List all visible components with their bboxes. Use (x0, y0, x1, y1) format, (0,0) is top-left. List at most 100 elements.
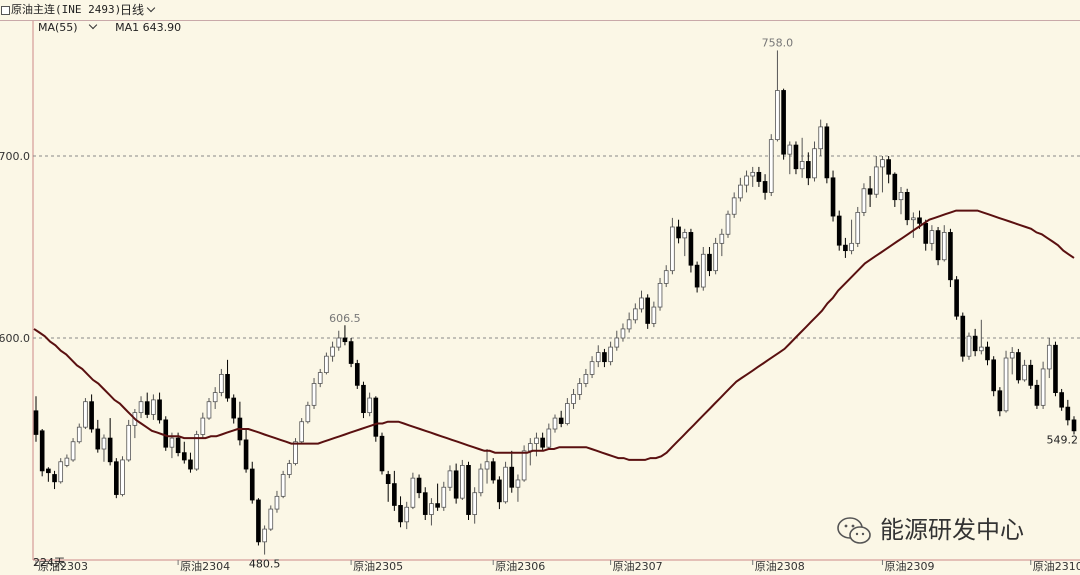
candle-body (280, 474, 286, 497)
candle-body (565, 403, 570, 424)
candle-body (225, 373, 230, 399)
candle-body (719, 233, 725, 244)
candle-body (929, 230, 935, 244)
candle-body (1034, 384, 1040, 406)
candle-body (750, 171, 756, 177)
candle-body (101, 437, 107, 450)
candle-body (311, 383, 317, 406)
candle-body (509, 466, 515, 488)
candle-body (163, 419, 169, 448)
candle-body (633, 308, 638, 321)
candle-body (527, 443, 533, 452)
candle-body (157, 399, 162, 421)
annotation-last-label: 549.2 (1047, 433, 1079, 446)
candle-body (138, 401, 144, 414)
candle-body (1016, 352, 1021, 381)
candle-body (114, 461, 119, 495)
x-tick-label: 原油2308 (755, 559, 805, 573)
candle-body (756, 171, 762, 182)
candle-body (460, 464, 465, 499)
candle-body (583, 373, 589, 384)
candle-body (256, 499, 261, 543)
candle-body (731, 197, 737, 215)
candle-body (830, 177, 836, 217)
candle-body (305, 404, 311, 423)
period-selector[interactable]: 日线 (120, 0, 156, 20)
x-tick-label: 原油2307 (613, 559, 663, 573)
candle-body (552, 417, 558, 430)
candle-body (497, 479, 502, 503)
candle-body (972, 335, 978, 352)
candle-body (385, 474, 391, 485)
candle-body (818, 126, 823, 150)
days-count-label: 224天 (33, 556, 65, 569)
indicator-selector[interactable]: MA(55) (38, 20, 104, 34)
candle-body (904, 191, 910, 221)
candle-body (775, 90, 780, 141)
candle-body (466, 464, 471, 515)
candle-body (670, 226, 675, 272)
candle-body (274, 495, 280, 510)
watermark-text: 能源研发中心 (880, 516, 1024, 544)
candle-body (886, 159, 891, 175)
candle-body (602, 352, 607, 363)
chevron-down-icon (146, 3, 156, 13)
candle-body (595, 352, 601, 363)
candle-body (181, 452, 187, 461)
annotation-high-label: 758.0 (762, 36, 794, 49)
candle-body (262, 528, 267, 543)
candle-body (379, 435, 385, 472)
candle-body (392, 483, 397, 506)
candle-body (824, 126, 830, 179)
candle-body (713, 242, 718, 272)
indicator-legend: MA(55) MA1 643.90 (38, 20, 189, 34)
candle-body (812, 148, 817, 179)
candle-body (324, 355, 329, 373)
candle-body (89, 401, 94, 430)
watermark: 能源研发中心 (836, 510, 1024, 547)
candle-body (707, 253, 712, 272)
candle-body (979, 346, 984, 352)
candle-body (472, 492, 477, 515)
candle-body (768, 139, 774, 193)
candle-body (892, 173, 898, 201)
candle-body (435, 503, 440, 508)
candle-body (1065, 406, 1071, 421)
candle-body (589, 361, 595, 375)
candle-body (1046, 344, 1052, 370)
candle-body (954, 279, 959, 317)
candle-body (855, 212, 861, 244)
candle-body (1040, 368, 1046, 406)
candle-body (151, 399, 156, 415)
candle-body (558, 417, 564, 424)
candle-body (534, 437, 539, 444)
candle-body (577, 383, 583, 395)
candle-body (231, 397, 237, 419)
candle-body (441, 486, 447, 508)
candle-body (688, 232, 694, 266)
candle-body (348, 341, 354, 364)
candle-body (806, 161, 811, 179)
candle-body (787, 144, 793, 155)
candle-body (478, 468, 484, 494)
symbol-label[interactable]: 原油主连(INE 2493) (11, 3, 122, 16)
annotation-low-label: 480.5 (249, 557, 281, 570)
candle-body (268, 508, 274, 530)
candle-body (1028, 364, 1034, 386)
indicator-label: MA(55) (38, 21, 78, 34)
candle-body (935, 230, 941, 261)
candle-body (540, 437, 545, 448)
candle-body (880, 159, 885, 168)
candle-body (330, 346, 335, 357)
candle-body (317, 372, 323, 384)
candle-body (1059, 392, 1064, 408)
candle-body (781, 90, 786, 155)
candle-body (126, 424, 131, 461)
candle-body (354, 363, 360, 386)
candle-body (373, 397, 379, 437)
candle-body (571, 394, 576, 404)
candle-body (645, 297, 650, 324)
candle-body (120, 459, 125, 495)
window-box-icon[interactable] (1, 6, 10, 15)
